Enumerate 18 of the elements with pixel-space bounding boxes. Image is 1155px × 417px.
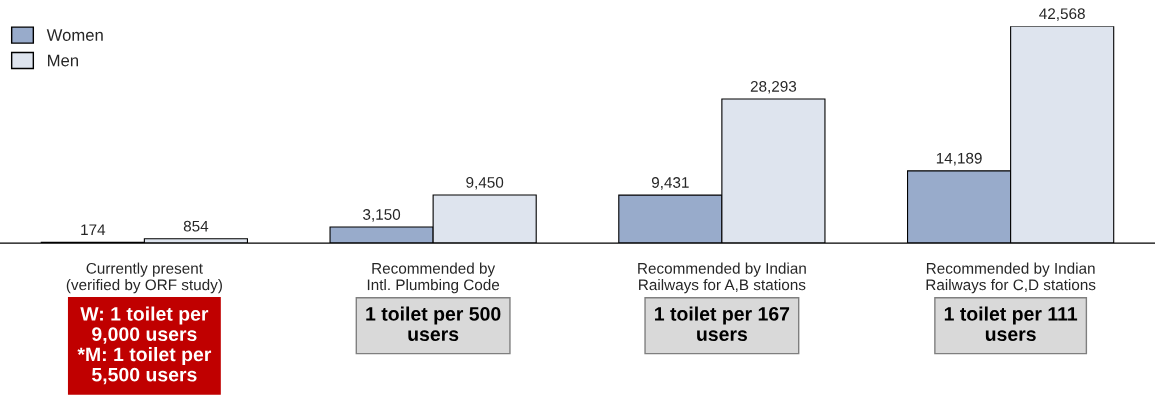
x-tick-label: Recommended by Intl. Plumbing Code [367, 262, 500, 294]
data-label: 28,293 [750, 80, 797, 94]
x-tick-label: Currently present (verified by ORF study) [66, 262, 222, 294]
legend-label: Women [46, 29, 103, 41]
data-label: 174 [81, 224, 106, 235]
text: 1 toilet per 111 users [944, 306, 1078, 342]
text: W: 1 toilet per 9,000 users *M: 1 toilet per 5,500 users [77, 306, 212, 385]
data-label: 3,150 [363, 209, 401, 222]
legend-label: Men [48, 54, 79, 67]
data-label: 14,189 [936, 152, 982, 166]
text: 1 toilet per 500 users [366, 306, 501, 342]
data-label: 9,431 [651, 177, 689, 190]
data-label: 854 [183, 220, 209, 232]
data-label: 9,450 [466, 176, 504, 190]
x-tick-label: Recommended by Indian Railways for C,D stations [926, 262, 1096, 294]
x-tick-label: Recommended by Indian Railways for A,B stations [638, 262, 806, 294]
text: 1 toilet per 167 users [655, 306, 790, 342]
data-label: 42,568 [1039, 8, 1085, 21]
